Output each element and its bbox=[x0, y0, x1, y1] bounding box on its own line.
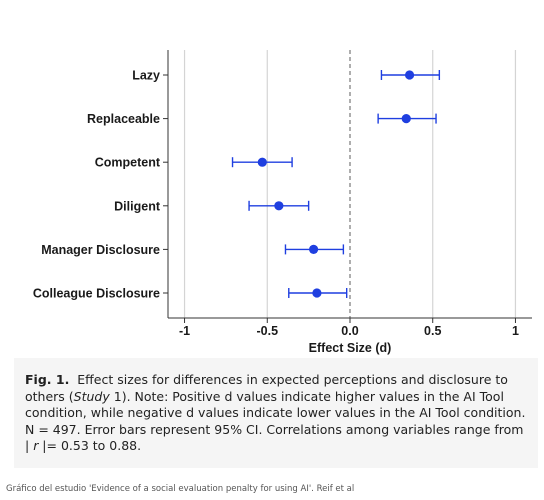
category-label: Lazy bbox=[132, 69, 160, 83]
grid-lines bbox=[183, 50, 517, 318]
category-labels: Lazy Replaceable Competent Diligent Manager … bbox=[33, 69, 168, 301]
estimate-point bbox=[401, 114, 411, 124]
estimate-marks bbox=[231, 70, 441, 298]
x-tick-label: 1 bbox=[512, 324, 519, 338]
category-label: Manager Disclosure bbox=[41, 243, 160, 257]
category-label: Replaceable bbox=[87, 112, 160, 126]
category-label: Colleague Disclosure bbox=[33, 287, 160, 301]
caption-text-end: |= 0.53 to 0.88. bbox=[38, 438, 142, 453]
figure-label: Fig. 1. bbox=[25, 372, 70, 387]
category-label: Competent bbox=[95, 156, 161, 170]
x-tick-label: -0.5 bbox=[256, 324, 278, 338]
estimate-point bbox=[309, 244, 319, 254]
estimate-point bbox=[257, 157, 267, 167]
image-credit: Gráfico del estudio 'Evidence of a socia… bbox=[6, 484, 355, 494]
caption-text-1: Effect sizes for differences in expected… bbox=[25, 372, 508, 404]
estimate-point bbox=[404, 70, 415, 80]
x-ticks: -1 -0.5 0.0 0.5 1 bbox=[179, 318, 519, 338]
x-tick-label: -1 bbox=[179, 324, 190, 338]
forest-plot: -1 -0.5 0.0 0.5 1 Lazy Replaceable Competent Di… bbox=[33, 50, 532, 355]
x-tick-label: 0.5 bbox=[424, 324, 441, 338]
x-axis-title: Effect Size (d) bbox=[309, 341, 392, 355]
estimate-point bbox=[274, 201, 284, 211]
estimate-point bbox=[312, 288, 322, 298]
figure-caption: Fig. 1. Effect sizes for differences in … bbox=[25, 372, 530, 455]
caption-text-2: 1). Note: Positive d values indicate hig… bbox=[25, 388, 526, 454]
caption-r-variable: r bbox=[33, 438, 39, 453]
category-label: Diligent bbox=[114, 199, 161, 213]
x-tick-label: 0.0 bbox=[341, 324, 358, 338]
caption-study: Study bbox=[73, 388, 110, 404]
caption-background bbox=[14, 358, 538, 468]
